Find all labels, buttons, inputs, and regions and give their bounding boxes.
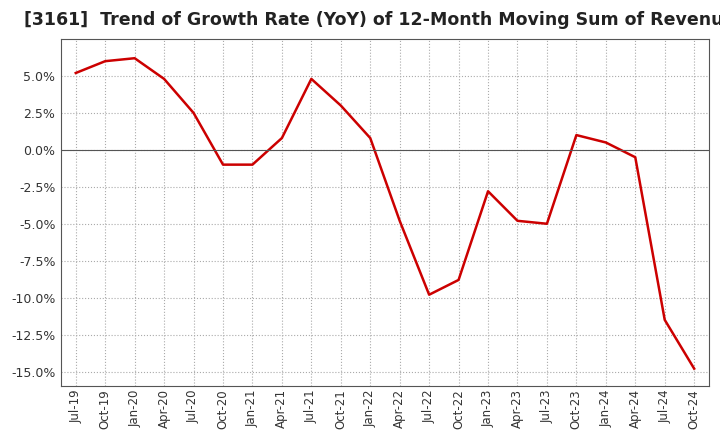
Title: [3161]  Trend of Growth Rate (YoY) of 12-Month Moving Sum of Revenues: [3161] Trend of Growth Rate (YoY) of 12-… xyxy=(24,11,720,29)
